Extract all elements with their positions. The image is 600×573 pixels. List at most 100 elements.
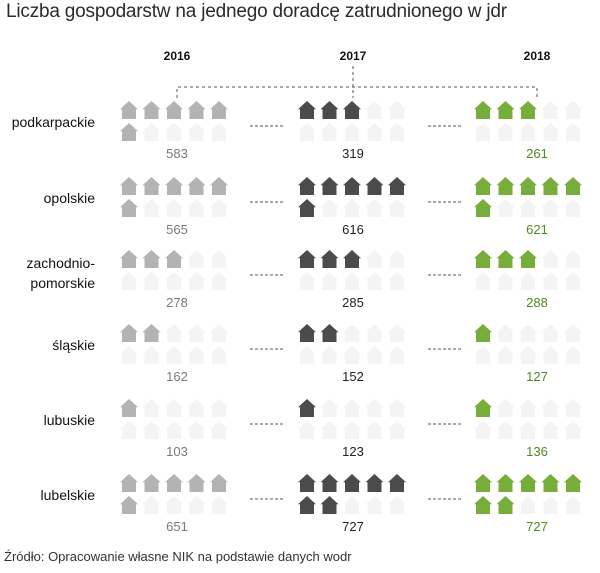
house-icon-2017: [388, 474, 406, 492]
placeholder-house-icon: [165, 272, 183, 290]
house-icon-2017: [320, 250, 339, 268]
placeholder-house-icon: [541, 101, 560, 119]
placeholder-house-icon: [388, 421, 406, 439]
house-icon-2018: [519, 474, 537, 492]
placeholder-house-icon: [541, 272, 560, 290]
placeholder-house-icon: [120, 421, 138, 439]
house-icon-2016: [120, 123, 138, 141]
placeholder-house-icon: [474, 346, 492, 364]
house-icon-2016: [142, 177, 161, 195]
house-icon-2018: [564, 474, 582, 492]
placeholder-house-icon: [388, 123, 406, 141]
placeholder-house-icon: [541, 421, 560, 439]
value-label-opolskie-2016: 565: [166, 222, 188, 237]
year-label-2017: 2017: [340, 49, 367, 63]
placeholder-house-icon: [365, 399, 384, 417]
placeholder-house-icon: [365, 101, 384, 119]
placeholder-house-icon: [187, 324, 206, 342]
placeholder-house-icon: [343, 324, 361, 342]
placeholder-house-icon: [343, 421, 361, 439]
placeholder-house-icon: [165, 346, 183, 364]
house-icon-2016: [120, 474, 138, 492]
placeholder-house-icon: [388, 346, 406, 364]
placeholder-house-icon: [365, 250, 384, 268]
house-icon-2018: [564, 177, 582, 195]
house-icon-2018: [519, 177, 537, 195]
house-icon-2018: [474, 177, 492, 195]
placeholder-house-icon: [564, 272, 582, 290]
placeholder-house-icon: [142, 199, 161, 217]
region-label-lubelskie: lubelskie: [41, 487, 96, 503]
placeholder-house-icon: [564, 346, 582, 364]
year-label-2018: 2018: [524, 49, 551, 63]
placeholder-house-icon: [187, 346, 206, 364]
placeholder-house-icon: [298, 123, 316, 141]
house-icon-2017: [343, 474, 361, 492]
placeholder-house-icon: [165, 399, 183, 417]
placeholder-house-icon: [187, 123, 206, 141]
placeholder-house-icon: [541, 346, 560, 364]
house-icon-2018: [474, 250, 492, 268]
house-icon-2018: [474, 324, 492, 342]
placeholder-house-icon: [564, 421, 582, 439]
placeholder-house-icon: [388, 101, 406, 119]
value-label-lubuskie-2018: 136: [526, 444, 548, 459]
placeholder-house-icon: [564, 199, 582, 217]
placeholder-house-icon: [187, 399, 206, 417]
placeholder-house-icon: [187, 272, 206, 290]
placeholder-house-icon: [496, 272, 515, 290]
placeholder-house-icon: [142, 496, 161, 514]
placeholder-house-icon: [564, 324, 582, 342]
placeholder-house-icon: [320, 199, 339, 217]
source-note: Źródło: Opracowanie własne NIK na podsta…: [4, 549, 352, 564]
placeholder-house-icon: [496, 421, 515, 439]
house-icon-2018: [474, 474, 492, 492]
placeholder-house-icon: [165, 199, 183, 217]
house-icon-2017: [320, 474, 339, 492]
house-icon-2016: [187, 474, 206, 492]
house-icon-2016: [120, 199, 138, 217]
house-icon-2016: [120, 177, 138, 195]
placeholder-house-icon: [120, 272, 138, 290]
placeholder-house-icon: [541, 250, 560, 268]
placeholder-house-icon: [343, 399, 361, 417]
placeholder-house-icon: [165, 421, 183, 439]
placeholder-house-icon: [210, 123, 228, 141]
house-icon-2017: [343, 177, 361, 195]
house-icon-2016: [165, 474, 183, 492]
house-icon-2016: [142, 324, 161, 342]
value-label-zachodniopomorskie-2017: 285: [342, 295, 364, 310]
placeholder-house-icon: [320, 421, 339, 439]
house-icon-2018: [496, 177, 515, 195]
region-label-lubuskie: lubuskie: [44, 412, 96, 428]
placeholder-house-icon: [365, 199, 384, 217]
placeholder-house-icon: [388, 250, 406, 268]
placeholder-house-icon: [187, 421, 206, 439]
placeholder-house-icon: [142, 272, 161, 290]
placeholder-house-icon: [541, 123, 560, 141]
placeholder-house-icon: [142, 123, 161, 141]
placeholder-house-icon: [541, 399, 560, 417]
year-label-2016: 2016: [164, 49, 191, 63]
placeholder-house-icon: [210, 199, 228, 217]
placeholder-house-icon: [519, 399, 537, 417]
house-icon-2016: [210, 177, 228, 195]
house-icon-2016: [165, 177, 183, 195]
placeholder-house-icon: [210, 250, 228, 268]
house-icon-2018: [519, 101, 537, 119]
placeholder-house-icon: [519, 496, 537, 514]
house-icon-2016: [187, 177, 206, 195]
value-label-lskie-2018: 127: [526, 369, 548, 384]
house-icon-2018: [474, 101, 492, 119]
house-icon-2017: [298, 101, 316, 119]
placeholder-house-icon: [343, 496, 361, 514]
placeholder-house-icon: [519, 123, 537, 141]
placeholder-house-icon: [165, 324, 183, 342]
placeholder-house-icon: [388, 199, 406, 217]
house-icon-2018: [496, 496, 515, 514]
house-icon-2018: [541, 177, 560, 195]
value-label-lubelskie-2017: 727: [342, 519, 364, 534]
house-icon-2017: [388, 177, 406, 195]
house-icon-2016: [187, 101, 206, 119]
value-label-lubelskie-2016: 651: [166, 519, 188, 534]
